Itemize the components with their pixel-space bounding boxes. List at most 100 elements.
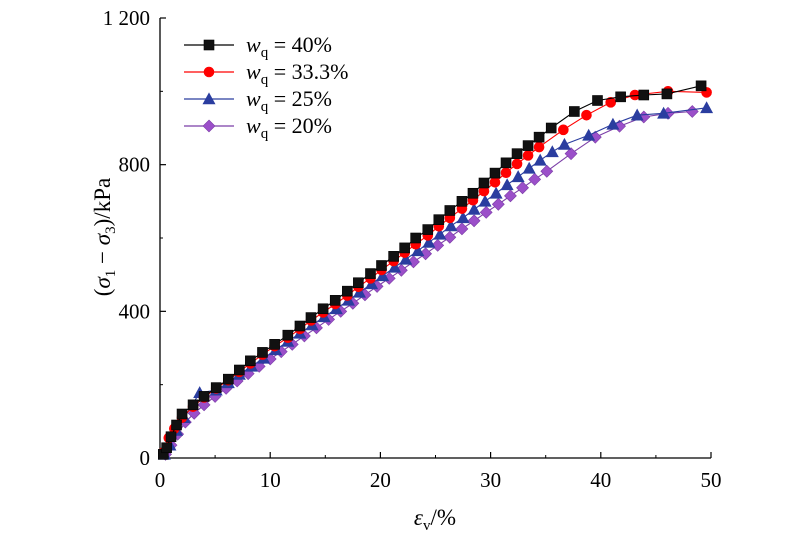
data-point [522, 150, 534, 161]
data-point [500, 178, 514, 191]
data-point [569, 106, 580, 117]
data-point [353, 277, 364, 289]
data-point [489, 176, 501, 188]
series-line [163, 107, 707, 455]
x-tick-label: 10 [260, 468, 281, 492]
legend-marker [203, 39, 215, 51]
y-axis-title: (σ1 − σ3)/kPa [90, 178, 119, 296]
series-line [162, 85, 702, 455]
series-layer [157, 80, 714, 461]
data-point [533, 131, 545, 143]
data-point [329, 295, 341, 306]
data-point [533, 153, 547, 166]
legend-entry: wq = 33.3% [184, 59, 348, 88]
data-point [528, 172, 542, 186]
data-point [557, 137, 571, 150]
legend-label: wq = 20% [246, 113, 332, 142]
data-point [522, 140, 534, 151]
series-line [165, 110, 693, 455]
data-point [545, 122, 557, 134]
data-point [582, 128, 596, 141]
data-point [522, 161, 536, 174]
series-2 [157, 101, 714, 460]
x-tick-label: 20 [370, 468, 391, 492]
y-tick-label: 0 [140, 446, 151, 470]
data-point [489, 167, 501, 179]
legend-marker [202, 92, 216, 105]
data-point [376, 260, 387, 271]
legend-entry: wq = 40% [184, 32, 332, 61]
data-point [388, 260, 402, 273]
y-tick-label: 1 200 [103, 6, 150, 30]
data-point [245, 355, 256, 367]
data-point [257, 347, 268, 358]
data-point [223, 373, 234, 385]
data-point [282, 329, 294, 341]
data-point [685, 105, 699, 118]
data-point [661, 88, 673, 100]
data-point [700, 101, 714, 114]
data-point [581, 109, 592, 121]
data-point [444, 219, 458, 232]
x-axis-title: εv/% [414, 505, 456, 533]
data-point [467, 187, 479, 199]
data-point [422, 224, 434, 235]
data-point [431, 238, 445, 252]
series-line [162, 90, 707, 453]
y-tick-label: 800 [119, 153, 151, 177]
legend-entry: wq = 20% [184, 113, 332, 142]
data-point [443, 230, 457, 244]
data-point [630, 108, 644, 121]
data-point [467, 202, 481, 215]
data-point [606, 117, 620, 130]
data-point [176, 408, 188, 420]
data-point [234, 364, 245, 376]
data-point [210, 382, 222, 393]
data-point [411, 244, 425, 257]
data-point [511, 158, 523, 170]
legend-label: wq = 40% [246, 32, 332, 61]
data-point [467, 214, 481, 228]
series-1 [158, 86, 712, 458]
series-0 [158, 80, 707, 460]
data-point [500, 167, 512, 179]
legend: wq = 40%wq = 33.3%wq = 25%wq = 20% [184, 32, 348, 142]
data-point [511, 148, 523, 159]
data-point [444, 205, 456, 216]
series-3 [159, 105, 699, 461]
data-point [422, 235, 436, 248]
x-tick-label: 30 [480, 468, 501, 492]
data-point [365, 268, 376, 279]
data-point [500, 157, 512, 169]
x-tick-label: 40 [590, 468, 611, 492]
data-point [456, 211, 470, 224]
data-point [198, 391, 210, 402]
data-point [433, 227, 447, 240]
legend-label: wq = 25% [246, 86, 332, 115]
data-point [269, 339, 280, 350]
data-point [410, 232, 421, 244]
data-point [433, 214, 445, 225]
data-point [615, 91, 626, 103]
data-point [478, 194, 492, 207]
x-tick-label: 50 [701, 468, 722, 492]
data-point [317, 303, 329, 315]
data-point [605, 97, 617, 108]
data-point [564, 147, 578, 161]
data-point [657, 106, 671, 119]
data-point [489, 186, 503, 199]
axes: 0 10 20 30 40 50 0 400 800 1 200 [103, 6, 722, 492]
data-point [171, 419, 182, 431]
data-point [455, 222, 469, 236]
data-point [695, 80, 707, 92]
legend-marker [202, 119, 216, 133]
data-point [399, 242, 410, 254]
data-point [187, 399, 199, 411]
data-point [165, 431, 177, 443]
legend-entry: wq = 25% [184, 86, 332, 115]
x-tick-label: 0 [155, 468, 166, 492]
data-point [342, 285, 353, 297]
data-point [161, 442, 172, 454]
legend-label: wq = 33.3% [246, 59, 348, 88]
data-point [540, 164, 554, 178]
